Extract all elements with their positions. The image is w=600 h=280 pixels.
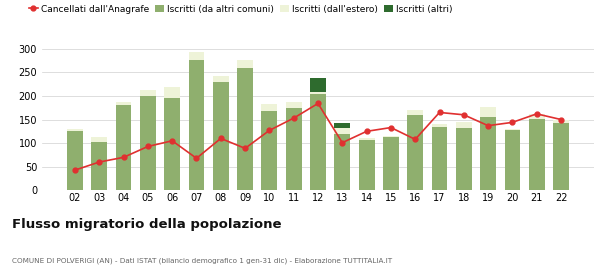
Bar xyxy=(529,119,545,190)
Cancellati dall'Anagrafe xyxy=(460,113,467,116)
Bar xyxy=(456,122,472,128)
Bar xyxy=(262,111,277,190)
Bar xyxy=(116,102,131,105)
Legend: Cancellati dall'Anagrafe, Iscritti (da altri comuni), Iscritti (dall'estero), Is: Cancellati dall'Anagrafe, Iscritti (da a… xyxy=(29,4,453,13)
Bar xyxy=(359,138,374,140)
Cancellati dall'Anagrafe xyxy=(314,102,322,105)
Bar xyxy=(116,105,131,190)
Bar xyxy=(237,60,253,67)
Bar xyxy=(456,128,472,190)
Cancellati dall'Anagrafe xyxy=(290,116,297,120)
Bar xyxy=(505,129,520,130)
Bar xyxy=(262,104,277,111)
Bar xyxy=(383,136,399,137)
Cancellati dall'Anagrafe xyxy=(363,130,370,133)
Cancellati dall'Anagrafe xyxy=(339,141,346,144)
Bar xyxy=(67,131,83,190)
Bar xyxy=(91,142,107,190)
Bar xyxy=(505,130,520,190)
Bar xyxy=(480,117,496,190)
Cancellati dall'Anagrafe xyxy=(169,139,176,143)
Bar xyxy=(553,123,569,190)
Cancellati dall'Anagrafe xyxy=(436,111,443,114)
Cancellati dall'Anagrafe xyxy=(533,112,541,116)
Cancellati dall'Anagrafe xyxy=(388,126,395,129)
Bar xyxy=(407,110,423,115)
Bar xyxy=(67,129,83,131)
Bar xyxy=(286,102,302,108)
Bar xyxy=(213,76,229,82)
Bar xyxy=(334,134,350,190)
Bar xyxy=(334,123,350,128)
Bar xyxy=(164,98,180,190)
Cancellati dall'Anagrafe xyxy=(193,157,200,160)
Bar xyxy=(529,114,545,119)
Cancellati dall'Anagrafe xyxy=(120,156,127,159)
Bar xyxy=(407,115,423,190)
Cancellati dall'Anagrafe xyxy=(266,129,273,132)
Bar xyxy=(91,137,107,142)
Bar xyxy=(310,78,326,92)
Bar xyxy=(431,124,448,127)
Bar xyxy=(188,52,205,60)
Bar xyxy=(310,92,326,94)
Cancellati dall'Anagrafe xyxy=(144,145,151,148)
Bar xyxy=(310,94,326,190)
Bar xyxy=(164,87,180,98)
Cancellati dall'Anagrafe xyxy=(557,118,565,121)
Bar xyxy=(213,82,229,190)
Cancellati dall'Anagrafe xyxy=(217,137,224,140)
Bar xyxy=(553,120,569,123)
Cancellati dall'Anagrafe xyxy=(509,121,516,124)
Bar xyxy=(188,60,205,190)
Bar xyxy=(286,108,302,190)
Bar xyxy=(334,128,350,134)
Cancellati dall'Anagrafe xyxy=(241,147,248,150)
Cancellati dall'Anagrafe xyxy=(412,138,419,141)
Cancellati dall'Anagrafe xyxy=(485,124,492,127)
Text: Flusso migratorio della popolazione: Flusso migratorio della popolazione xyxy=(12,218,281,231)
Cancellati dall'Anagrafe xyxy=(71,168,79,172)
Text: COMUNE DI POLVERIGI (AN) - Dati ISTAT (bilancio demografico 1 gen-31 dic) - Elab: COMUNE DI POLVERIGI (AN) - Dati ISTAT (b… xyxy=(12,258,392,264)
Bar xyxy=(237,67,253,190)
Line: Cancellati dall'Anagrafe: Cancellati dall'Anagrafe xyxy=(73,101,563,172)
Bar xyxy=(480,107,496,117)
Bar xyxy=(383,137,399,190)
Bar xyxy=(140,96,156,190)
Cancellati dall'Anagrafe xyxy=(95,160,103,164)
Bar xyxy=(431,127,448,190)
Bar xyxy=(359,140,374,190)
Bar xyxy=(140,90,156,96)
